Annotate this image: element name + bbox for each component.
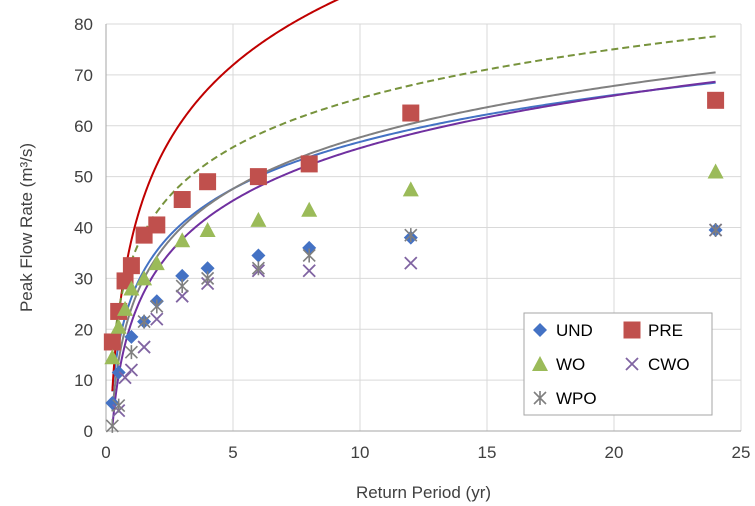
- y-tick-label: 80: [74, 15, 93, 34]
- x-tick-label: 10: [351, 443, 370, 462]
- point-pre: [301, 155, 318, 172]
- y-tick-label: 40: [74, 219, 93, 238]
- point-pre: [104, 333, 121, 350]
- legend-label-pre: PRE: [648, 321, 683, 340]
- square-marker: [707, 92, 724, 109]
- y-tick-label: 0: [84, 422, 93, 441]
- point-pre: [123, 257, 140, 274]
- x-tick-label: 5: [228, 443, 237, 462]
- square-marker: [148, 216, 165, 233]
- y-tick-label: 70: [74, 66, 93, 85]
- legend: UND PRE WO CWO WPO: [524, 313, 712, 415]
- square-marker: [301, 155, 318, 172]
- y-tick-label: 50: [74, 168, 93, 187]
- point-pre: [148, 216, 165, 233]
- square-marker: [104, 333, 121, 350]
- square-marker: [402, 105, 419, 122]
- y-tick-label: 20: [74, 320, 93, 339]
- legend-marker-pre: [624, 322, 641, 339]
- legend-label-und: UND: [556, 321, 593, 340]
- x-tick-label: 0: [101, 443, 110, 462]
- point-pre: [707, 92, 724, 109]
- y-tick-label: 60: [74, 117, 93, 136]
- legend-label-wo: WO: [556, 355, 585, 374]
- x-tick-label: 15: [478, 443, 497, 462]
- square-marker: [123, 257, 140, 274]
- point-pre: [250, 168, 267, 185]
- y-tick-label: 10: [74, 371, 93, 390]
- point-pre: [199, 173, 216, 190]
- x-axis-title: Return Period (yr): [356, 483, 491, 502]
- legend-label-wpo: WPO: [556, 389, 597, 408]
- square-marker: [174, 191, 191, 208]
- square-marker: [199, 173, 216, 190]
- y-axis-title: Peak Flow Rate (m³/s): [17, 143, 36, 312]
- legend-label-cwo: CWO: [648, 355, 690, 374]
- y-tick-label: 30: [74, 269, 93, 288]
- point-pre: [402, 105, 419, 122]
- point-pre: [174, 191, 191, 208]
- square-marker: [624, 322, 641, 339]
- x-tick-label: 25: [732, 443, 751, 462]
- square-marker: [250, 168, 267, 185]
- x-tick-label: 20: [605, 443, 624, 462]
